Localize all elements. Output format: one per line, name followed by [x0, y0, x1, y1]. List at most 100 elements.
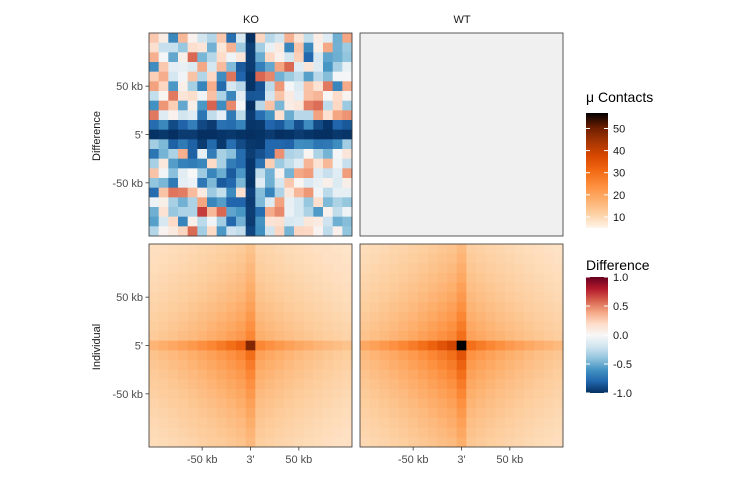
individual-wt-cell — [534, 302, 545, 313]
individual-ko-cell — [265, 360, 276, 371]
difference-ko-cell — [313, 216, 324, 227]
individual-ko-cell — [226, 340, 237, 351]
individual-wt-cell — [369, 292, 380, 303]
individual-ko-cell — [178, 321, 189, 332]
individual-ko-cell — [178, 282, 189, 293]
difference-ko-cell — [158, 81, 169, 92]
difference-ko-cell — [236, 81, 247, 92]
difference-ko-cell — [332, 33, 343, 44]
individual-wt-cell — [398, 331, 409, 342]
individual-ko-cell — [236, 360, 247, 371]
individual-ko-cell — [245, 263, 256, 274]
individual-ko-cell — [236, 302, 247, 313]
difference-ko-cell — [323, 216, 334, 227]
difference-ko-cell — [342, 178, 353, 189]
difference-ko-cell — [236, 42, 247, 53]
difference-ko-cell — [216, 197, 227, 208]
difference-ko-cell — [245, 120, 256, 131]
individual-wt-cell — [485, 350, 496, 361]
difference-ko-cell — [342, 62, 353, 73]
difference-ko-cell — [197, 139, 208, 150]
individual-ko-cell — [255, 408, 266, 419]
individual-ko-cell — [323, 350, 334, 361]
individual-wt-cell — [534, 398, 545, 409]
x-tick-label: 50 kb — [496, 454, 523, 466]
individual-wt-cell — [408, 321, 419, 332]
individual-wt-cell — [379, 427, 390, 438]
difference-ko-cell — [255, 149, 266, 160]
individual-ko-cell — [245, 437, 256, 448]
individual-wt-cell — [514, 331, 525, 342]
individual-ko-cell — [303, 331, 314, 342]
individual-wt-cell — [514, 379, 525, 390]
individual-wt-cell — [466, 292, 477, 303]
individual-ko-cell — [149, 253, 160, 264]
individual-ko-cell — [294, 379, 305, 390]
individual-ko-cell — [216, 253, 227, 264]
individual-wt-cell — [398, 369, 409, 380]
difference-ko-cell — [158, 62, 169, 73]
individual-wt-cell — [418, 408, 429, 419]
difference-ko-cell — [158, 71, 169, 82]
individual-wt-cell — [543, 360, 554, 371]
difference-ko-cell — [342, 52, 353, 63]
y-axis-difference: 50 kb 5' -50 kb — [112, 81, 149, 190]
individual-ko-cell — [178, 350, 189, 361]
individual-ko-cell — [168, 331, 179, 342]
individual-ko-cell — [342, 321, 353, 332]
difference-ko-cell — [284, 100, 295, 111]
individual-ko-cell — [216, 331, 227, 342]
individual-wt-cell — [476, 292, 487, 303]
individual-wt-cell — [389, 360, 400, 371]
individual-wt-cell — [437, 398, 448, 409]
difference-ko-cell — [313, 197, 324, 208]
individual-wt-cell — [369, 408, 380, 419]
difference-ko-cell — [294, 178, 305, 189]
individual-wt-cell — [534, 437, 545, 448]
individual-wt-cell — [485, 389, 496, 400]
individual-ko-cell — [178, 418, 189, 429]
individual-wt-cell — [534, 369, 545, 380]
individual-wt-cell — [534, 273, 545, 284]
difference-ko-cell — [168, 226, 179, 237]
individual-ko-cell — [226, 311, 237, 322]
individual-wt-cell — [495, 292, 506, 303]
individual-wt-cell — [553, 437, 564, 448]
individual-wt-cell — [456, 321, 467, 332]
individual-ko-cell — [236, 369, 247, 380]
difference-ko-cell — [216, 187, 227, 198]
individual-ko-cell — [226, 253, 237, 264]
individual-wt-cell — [543, 389, 554, 400]
difference-ko-cell — [245, 226, 256, 237]
individual-wt-cell — [456, 437, 467, 448]
individual-ko-cell — [226, 398, 237, 409]
difference-ko-cell — [236, 216, 247, 227]
difference-ko-cell — [236, 33, 247, 44]
individual-wt-cell — [485, 253, 496, 264]
individual-ko-cell — [149, 340, 160, 351]
difference-ko-cell — [313, 226, 324, 237]
individual-ko-cell — [274, 408, 285, 419]
individual-ko-cell — [207, 340, 218, 351]
individual-wt-cell — [543, 427, 554, 438]
individual-wt-cell — [427, 244, 438, 255]
individual-wt-cell — [495, 360, 506, 371]
difference-ko-cell — [294, 139, 305, 150]
individual-wt-cell — [456, 408, 467, 419]
difference-ko-cell — [216, 33, 227, 44]
difference-ko-cell — [274, 178, 285, 189]
difference-ko-cell — [323, 168, 334, 179]
difference-ko-cell — [303, 100, 314, 111]
individual-wt-cell — [466, 398, 477, 409]
individual-ko-cell — [216, 244, 227, 255]
individual-ko-cell — [187, 408, 198, 419]
difference-ko-cell — [274, 226, 285, 237]
difference-ko-cell — [236, 178, 247, 189]
individual-wt-cell — [524, 379, 535, 390]
difference-ko-cell — [216, 91, 227, 102]
individual-ko-cell — [178, 379, 189, 390]
individual-wt-cell — [408, 350, 419, 361]
difference-ko-cell — [265, 62, 276, 73]
individual-wt-cell — [360, 263, 371, 274]
individual-wt-cell — [379, 292, 390, 303]
